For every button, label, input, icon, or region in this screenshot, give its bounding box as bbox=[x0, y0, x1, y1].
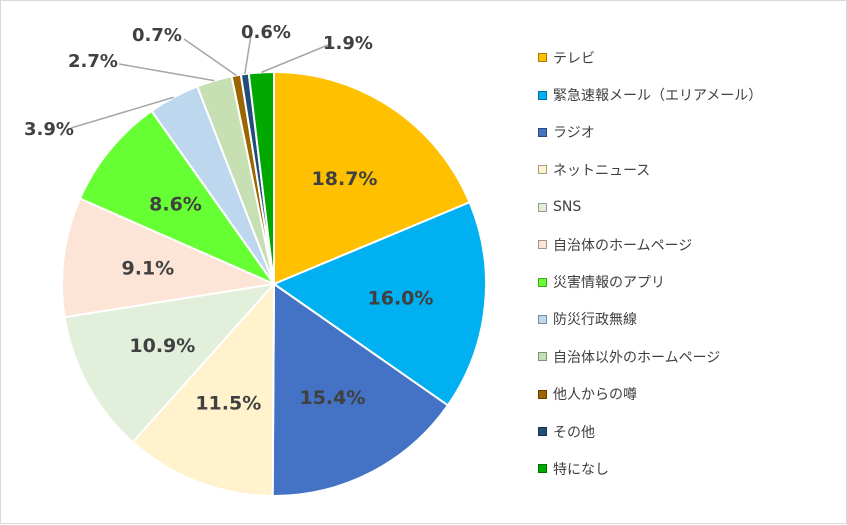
data-label: 9.1% bbox=[122, 258, 175, 280]
legend-label: 自治体のホームページ bbox=[553, 237, 693, 254]
pie-slices bbox=[61, 70, 487, 498]
legend-label: その他 bbox=[553, 424, 595, 441]
pie-slice bbox=[273, 70, 471, 286]
legend-item: 自治体以外のホームページ bbox=[538, 338, 762, 375]
data-label: 3.9% bbox=[24, 119, 74, 140]
legend-swatch bbox=[538, 53, 547, 63]
legend-label: 他人からの噂 bbox=[553, 387, 637, 404]
legend-label: テレビ bbox=[553, 50, 595, 67]
legend-item: 他人からの噂 bbox=[538, 376, 762, 413]
legend-swatch bbox=[538, 427, 547, 437]
legend-label: 特になし bbox=[553, 461, 609, 478]
pie-slice bbox=[271, 282, 450, 497]
legend-item: ネットニュース bbox=[538, 151, 762, 188]
legend-swatch bbox=[538, 389, 547, 399]
legend-label: 自治体以外のホームページ bbox=[553, 349, 721, 366]
data-label: 11.5% bbox=[195, 393, 261, 415]
legend: テレビ緊急速報メール（エリアメール） ラジオネットニュース SNS 自治体のホームペー… bbox=[538, 39, 762, 488]
legend-swatch bbox=[538, 127, 547, 137]
legend-item: 災害情報のアプリ bbox=[538, 263, 762, 300]
data-label: 1.9% bbox=[323, 33, 373, 54]
leader-lines bbox=[70, 34, 329, 129]
data-label: 18.7% bbox=[312, 168, 378, 190]
legend-item: 緊急速報メール（エリアメール） bbox=[538, 76, 762, 113]
pie-slice bbox=[247, 70, 275, 285]
legend-item: 特になし bbox=[538, 450, 762, 487]
data-label: 16.0% bbox=[368, 288, 434, 310]
data-label: 0.6% bbox=[241, 22, 291, 43]
leader-line bbox=[244, 34, 252, 75]
legend-label: 災害情報のアプリ bbox=[553, 275, 665, 292]
legend-swatch bbox=[538, 464, 547, 474]
data-label: 15.4% bbox=[299, 387, 365, 409]
pie-slice bbox=[78, 109, 277, 287]
leader-line bbox=[261, 44, 329, 74]
leader-line bbox=[70, 96, 174, 129]
legend-item: テレビ bbox=[538, 39, 762, 76]
legend-label: 緊急速報メール（エリアメール） bbox=[553, 88, 763, 105]
legend-swatch bbox=[538, 202, 547, 212]
data-label: 2.7% bbox=[68, 51, 118, 72]
leader-line bbox=[118, 63, 215, 82]
legend-swatch bbox=[538, 240, 547, 250]
legend-label: ラジオ bbox=[553, 125, 595, 142]
leader-line bbox=[183, 38, 237, 77]
legend-item: 自治体のホームページ bbox=[538, 226, 762, 263]
legend-swatch bbox=[538, 277, 547, 287]
pie-slice bbox=[271, 200, 487, 407]
data-labels: 18.7% 16.0% 15.4% 11.5% 10.9% 9.1% 8.6% 3.9% 2.7… bbox=[24, 22, 433, 415]
legend-label: 防災行政無線 bbox=[553, 312, 637, 329]
legend-item: 防災行政無線 bbox=[538, 301, 762, 338]
legend-swatch bbox=[538, 352, 547, 362]
data-label: 10.9% bbox=[129, 335, 195, 357]
legend-item: その他 bbox=[538, 413, 762, 450]
legend-swatch bbox=[538, 314, 547, 324]
pie-slice bbox=[61, 197, 278, 319]
legend-swatch bbox=[538, 90, 547, 100]
legend-swatch bbox=[538, 165, 547, 175]
data-label: 8.6% bbox=[149, 194, 202, 216]
data-label: 0.7% bbox=[132, 25, 182, 46]
legend-item: ラジオ bbox=[538, 114, 762, 151]
legend-label: ネットニュース bbox=[553, 162, 651, 179]
pie-slice bbox=[63, 282, 277, 444]
legend-item: SNS bbox=[538, 189, 762, 226]
pie-slice bbox=[131, 281, 276, 498]
legend-label: SNS bbox=[553, 199, 582, 216]
